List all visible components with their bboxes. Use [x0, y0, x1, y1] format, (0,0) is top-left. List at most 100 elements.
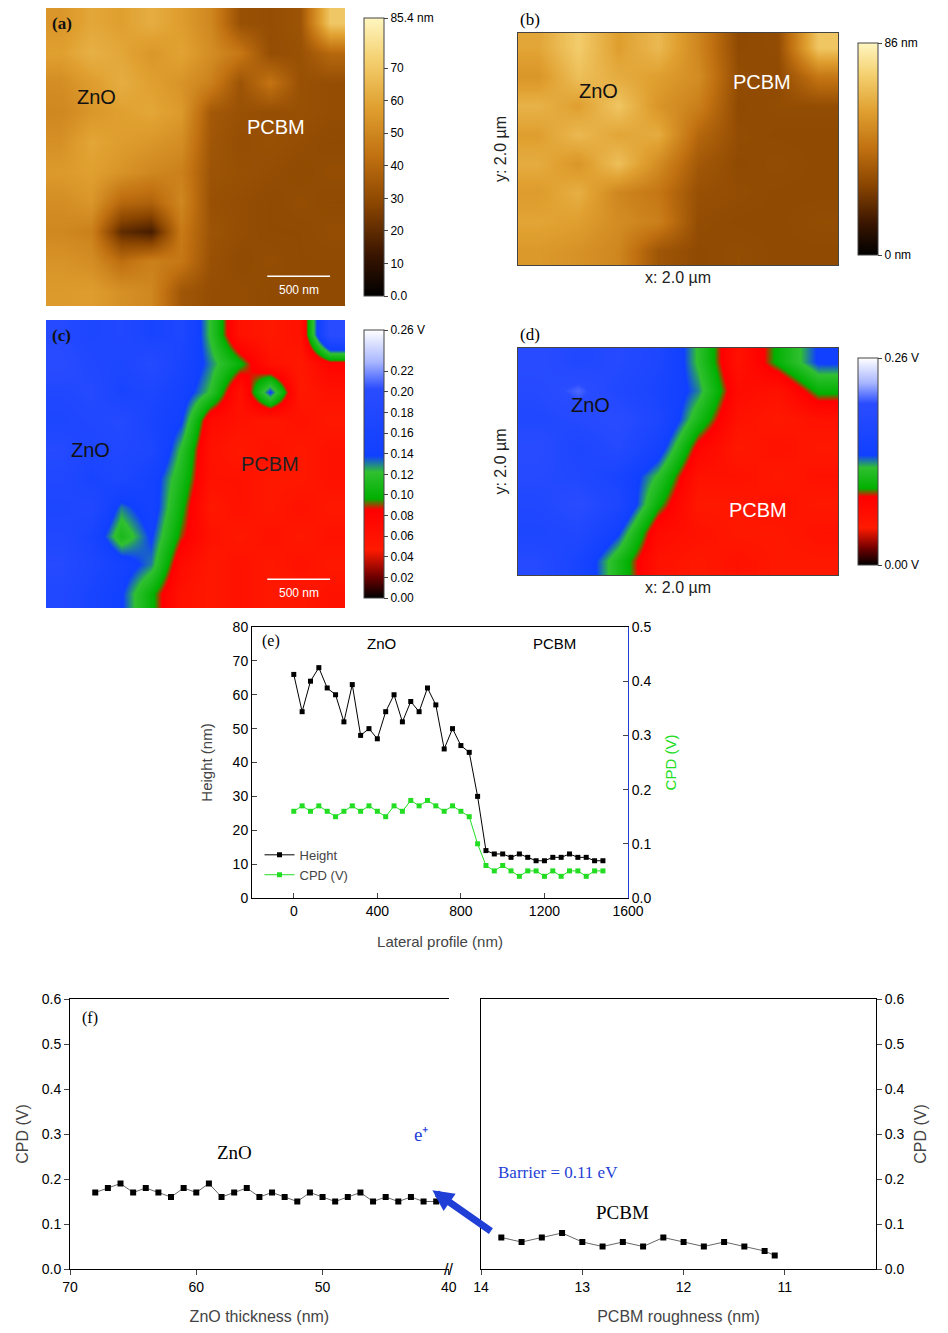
svg-text:Lateral profile (nm): Lateral profile (nm): [377, 933, 503, 950]
svg-text:86 nm: 86 nm: [884, 36, 917, 50]
svg-text:ZnO: ZnO: [579, 80, 618, 102]
svg-text:PCBM roughness (nm): PCBM roughness (nm): [597, 1308, 760, 1325]
svg-text:10: 10: [233, 856, 249, 872]
svg-text:0.5: 0.5: [42, 1036, 62, 1052]
svg-text:0.04: 0.04: [390, 550, 414, 564]
svg-text:11: 11: [778, 1279, 793, 1295]
svg-text:500 nm: 500 nm: [279, 283, 319, 297]
svg-text:0.4: 0.4: [42, 1081, 62, 1097]
svg-text:13: 13: [575, 1279, 591, 1295]
svg-text:60: 60: [390, 94, 404, 108]
svg-text:50: 50: [233, 721, 249, 737]
svg-text:1200: 1200: [529, 903, 560, 919]
svg-text:0.02: 0.02: [390, 571, 414, 585]
svg-text:50: 50: [390, 126, 404, 140]
svg-text:0.0: 0.0: [885, 1261, 905, 1277]
svg-text:Height (nm): Height (nm): [198, 723, 215, 801]
svg-text:0.2: 0.2: [632, 782, 652, 798]
svg-text:500 nm: 500 nm: [279, 586, 319, 600]
svg-text:ZnO thickness (nm): ZnO thickness (nm): [190, 1308, 330, 1325]
svg-text:0.5: 0.5: [885, 1036, 905, 1052]
svg-text:0.0: 0.0: [390, 289, 407, 303]
svg-text:0.00 V: 0.00 V: [884, 558, 919, 572]
svg-text:0.22: 0.22: [390, 364, 414, 378]
svg-text:30: 30: [390, 192, 404, 206]
svg-text:0.2: 0.2: [42, 1171, 62, 1187]
svg-text:60: 60: [233, 687, 249, 703]
svg-text:0: 0: [240, 890, 248, 906]
svg-text:0.5: 0.5: [632, 619, 652, 635]
svg-text:ZnO: ZnO: [77, 86, 116, 108]
svg-text:0.3: 0.3: [632, 727, 652, 743]
svg-text:0.4: 0.4: [632, 673, 652, 689]
svg-text:(a): (a): [52, 14, 72, 33]
svg-text:ZnO: ZnO: [71, 439, 110, 461]
svg-text:40: 40: [233, 754, 249, 770]
svg-text:0.0: 0.0: [42, 1261, 62, 1277]
svg-text:50: 50: [315, 1279, 331, 1295]
svg-text:PCBM: PCBM: [241, 453, 299, 475]
svg-text:0.6: 0.6: [42, 991, 62, 1007]
svg-text:CPD (V): CPD (V): [14, 1104, 31, 1164]
svg-text:y: 2.0 µm: y: 2.0 µm: [492, 428, 509, 494]
svg-text:14: 14: [473, 1279, 489, 1295]
svg-text:y: 2.0 µm: y: 2.0 µm: [492, 116, 509, 182]
svg-text:x: 2.0 µm: x: 2.0 µm: [645, 579, 711, 596]
svg-text:70: 70: [390, 61, 404, 75]
svg-text:(d): (d): [520, 325, 540, 344]
svg-text:85.4 nm: 85.4 nm: [390, 11, 433, 25]
svg-text:1600: 1600: [612, 903, 643, 919]
svg-text:0.0: 0.0: [632, 890, 652, 906]
svg-text:ZnO: ZnO: [571, 394, 610, 416]
svg-text:PCBM: PCBM: [729, 499, 787, 521]
svg-text:0.00: 0.00: [390, 591, 414, 605]
svg-text:0.2: 0.2: [885, 1171, 905, 1187]
svg-text:(b): (b): [520, 10, 540, 29]
svg-text:800: 800: [449, 903, 473, 919]
svg-text:0.1: 0.1: [885, 1216, 905, 1232]
svg-text:0.12: 0.12: [390, 468, 414, 482]
svg-text:0: 0: [290, 903, 298, 919]
svg-text:0.20: 0.20: [390, 385, 414, 399]
svg-text:Barrier = 0.11 eV: Barrier = 0.11 eV: [498, 1163, 618, 1182]
svg-text:20: 20: [390, 224, 404, 238]
svg-text:30: 30: [233, 788, 249, 804]
svg-text:80: 80: [233, 619, 249, 635]
svg-text:(c): (c): [52, 326, 71, 345]
svg-text:PCBM: PCBM: [533, 635, 576, 652]
svg-text:0.18: 0.18: [390, 406, 414, 420]
svg-text:10: 10: [390, 257, 404, 271]
svg-text:0.1: 0.1: [632, 836, 652, 852]
svg-text:CPD (V): CPD (V): [300, 868, 348, 883]
svg-text:70: 70: [233, 653, 249, 669]
svg-text:ZnO: ZnO: [217, 1142, 252, 1163]
svg-text:12: 12: [676, 1279, 692, 1295]
svg-text:0.06: 0.06: [390, 529, 414, 543]
svg-text:400: 400: [366, 903, 390, 919]
svg-text:40: 40: [441, 1279, 457, 1295]
svg-text:0.3: 0.3: [885, 1126, 905, 1142]
svg-text:40: 40: [390, 159, 404, 173]
svg-text:CPD (V): CPD (V): [912, 1104, 929, 1164]
svg-text:0 nm: 0 nm: [884, 248, 911, 262]
svg-text:CPD (V): CPD (V): [662, 735, 679, 791]
svg-text:0.14: 0.14: [390, 447, 414, 461]
svg-text:60: 60: [188, 1279, 204, 1295]
svg-text:0.16: 0.16: [390, 426, 414, 440]
svg-text:ZnO: ZnO: [367, 635, 396, 652]
svg-text:PCBM: PCBM: [247, 116, 305, 138]
svg-text://: //: [444, 1261, 453, 1278]
svg-text:0.6: 0.6: [885, 991, 905, 1007]
svg-text:70: 70: [62, 1279, 78, 1295]
svg-text:0.26 V: 0.26 V: [884, 351, 919, 365]
svg-text:(f): (f): [82, 1009, 98, 1027]
svg-text:0.3: 0.3: [42, 1126, 62, 1142]
svg-text:e⁺: e⁺: [414, 1124, 428, 1145]
svg-text:20: 20: [233, 822, 249, 838]
svg-text:PCBM: PCBM: [733, 71, 791, 93]
svg-text:0.08: 0.08: [390, 509, 414, 523]
svg-text:0.1: 0.1: [42, 1216, 62, 1232]
svg-text:0.10: 0.10: [390, 488, 414, 502]
svg-text:0.26 V: 0.26 V: [390, 323, 425, 337]
svg-text:0.4: 0.4: [885, 1081, 905, 1097]
